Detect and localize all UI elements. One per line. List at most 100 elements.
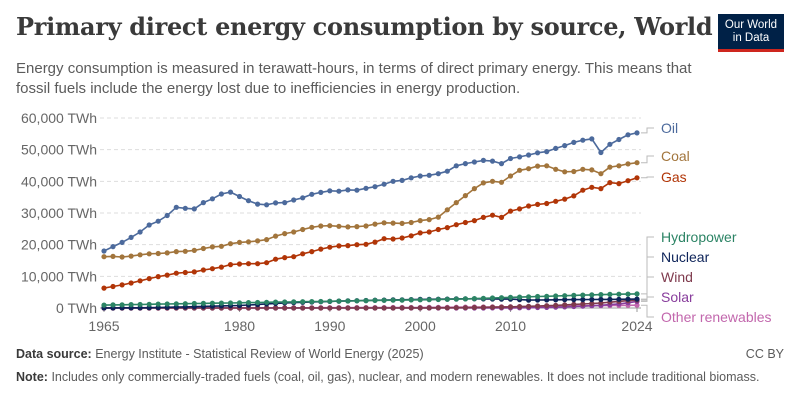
data-point-coal — [255, 238, 261, 244]
legend-label-hydropower: Hydropower — [661, 229, 737, 245]
data-point-gas — [300, 251, 306, 257]
data-point-wind — [390, 305, 396, 311]
data-point-gas — [498, 214, 505, 220]
data-point-wind — [273, 305, 279, 311]
data-point-coal — [562, 169, 568, 175]
data-point-oil — [264, 202, 270, 208]
data-point-hydropower — [218, 300, 224, 306]
x-tick-label: 1990 — [314, 318, 345, 334]
data-point-oil — [526, 152, 532, 158]
data-point-hydropower — [507, 294, 514, 300]
data-point-gas — [544, 200, 550, 207]
data-point-oil — [471, 159, 477, 165]
data-point-nuclear — [625, 296, 631, 302]
legend-label-wind: Wind — [661, 269, 693, 285]
data-point-oil — [273, 200, 279, 206]
data-point-gas — [191, 269, 197, 275]
data-point-hydropower — [435, 296, 441, 303]
chart-note: Note: Includes only commercially-traded … — [16, 369, 786, 385]
data-point-gas — [146, 276, 152, 282]
legend-connector-oil — [641, 127, 654, 134]
data-point-oil — [462, 161, 468, 167]
data-point-oil — [489, 158, 496, 164]
data-point-hydropower — [155, 301, 161, 307]
data-point-hydropower — [336, 298, 342, 304]
data-point-oil — [155, 218, 161, 224]
data-point-hydropower — [282, 299, 288, 305]
data-point-gas — [607, 180, 613, 186]
data-point-wind — [309, 305, 315, 311]
data-point-coal — [164, 250, 170, 256]
data-point-coal — [318, 223, 324, 229]
source-text[interactable]: Energy Institute - Statistical Review of… — [95, 347, 424, 361]
data-point-coal — [173, 249, 179, 255]
data-point-nuclear — [553, 297, 559, 303]
data-point-gas — [408, 233, 414, 239]
data-point-oil — [309, 191, 315, 197]
data-point-hydropower — [300, 299, 306, 305]
data-point-gas — [553, 198, 559, 204]
data-point-coal — [517, 167, 523, 173]
data-point-wind — [417, 305, 423, 311]
data-point-oil — [498, 161, 505, 167]
data-point-wind — [336, 305, 342, 311]
data-point-hydropower — [553, 293, 559, 299]
data-point-coal — [589, 167, 595, 173]
data-point-hydropower — [498, 295, 505, 301]
data-point-oil — [381, 181, 387, 187]
data-point-gas — [291, 254, 297, 260]
data-point-hydropower — [444, 296, 450, 302]
data-point-oil — [444, 168, 450, 174]
data-point-coal — [119, 254, 125, 260]
data-point-nuclear — [580, 297, 586, 303]
data-point-hydropower — [381, 297, 387, 303]
data-point-gas — [435, 226, 441, 233]
data-point-gas — [200, 267, 206, 273]
data-point-oil — [507, 155, 514, 162]
data-point-oil — [218, 191, 224, 197]
data-point-coal — [236, 239, 243, 245]
data-point-gas — [309, 249, 315, 255]
x-tick-label: 2024 — [621, 318, 652, 334]
data-point-oil — [535, 150, 541, 156]
data-point-gas — [255, 261, 261, 267]
data-point-oil — [571, 139, 577, 145]
data-point-gas — [273, 256, 279, 262]
data-point-wind — [372, 305, 378, 311]
license-link[interactable]: CC BY — [745, 347, 784, 361]
data-point-nuclear — [607, 296, 613, 302]
data-point-oil — [110, 244, 116, 250]
data-point-oil — [553, 145, 559, 151]
legend-label-oil: Oil — [661, 120, 678, 136]
owid-logo[interactable]: Our World in Data — [718, 14, 784, 52]
data-point-nuclear — [616, 296, 622, 302]
data-point-hydropower — [598, 292, 604, 298]
data-point-hydropower — [480, 295, 486, 301]
data-point-coal — [390, 220, 396, 226]
data-point-oil — [625, 132, 631, 138]
data-point-coal — [381, 220, 387, 226]
data-point-coal — [489, 178, 496, 184]
data-point-hydropower — [128, 302, 134, 308]
data-point-nuclear — [598, 296, 604, 302]
data-point-gas — [245, 261, 252, 267]
data-point-wind — [544, 303, 550, 309]
data-point-coal — [209, 244, 215, 250]
y-tick-label: 20,000 TWh — [21, 237, 97, 253]
data-point-nuclear — [562, 297, 568, 303]
data-point-gas — [345, 243, 351, 249]
data-point-oil — [589, 136, 595, 142]
data-point-oil — [327, 188, 333, 194]
y-tick-label: 0 TWh — [56, 300, 97, 316]
data-point-coal — [372, 221, 378, 227]
data-point-coal — [480, 180, 486, 186]
data-point-hydropower — [110, 302, 116, 308]
data-point-gas — [417, 230, 423, 236]
data-point-hydropower — [417, 297, 423, 303]
data-point-oil — [408, 175, 414, 181]
chart-subtitle: Energy consumption is measured in terawa… — [16, 60, 692, 97]
data-point-wind — [517, 304, 523, 310]
data-point-gas — [354, 242, 360, 248]
data-point-hydropower — [273, 299, 279, 305]
data-point-wind — [363, 305, 369, 311]
